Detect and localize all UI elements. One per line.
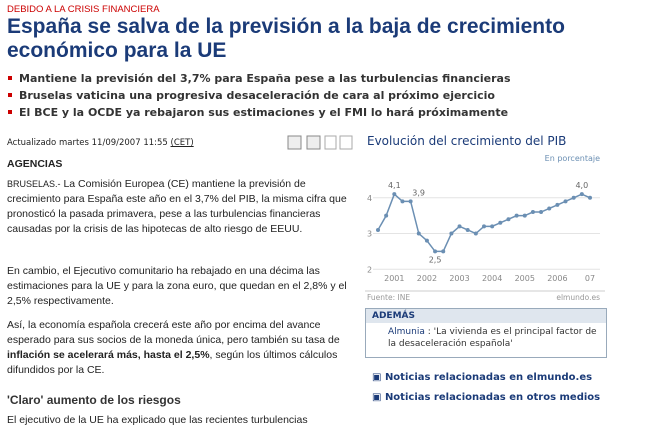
related-link[interactable]: ▣ Noticias relacionadas en elmundo.es	[372, 372, 593, 383]
data-point	[555, 202, 560, 207]
x-tick-label: 2002	[417, 274, 437, 283]
data-point	[457, 224, 462, 229]
x-tick-label: 2005	[515, 274, 535, 283]
data-point	[498, 220, 503, 225]
data-point	[514, 213, 519, 218]
data-point	[482, 224, 486, 229]
updated: Actualizado martes 11/09/2007 11:55	[7, 138, 168, 148]
text: Así, la economía española crecerá este a…	[7, 319, 340, 346]
bullet-text: Bruselas vaticina una progresiva desacel…	[19, 89, 495, 102]
bullet-text: El BCE y la OCDE ya rebajaron sus estima…	[19, 106, 509, 119]
x-tick-label: 2001	[384, 274, 404, 283]
data-point	[465, 227, 470, 232]
bullets: Mantiene la previsión del 3,7% para Espa…	[7, 70, 511, 121]
chart: Evolución del crecimiento del PIB En por…	[365, 135, 605, 302]
y-tick-label: 3	[367, 230, 372, 239]
data-point	[473, 231, 478, 236]
paragraph: El ejecutivo de la UE ha explicado que l…	[7, 414, 308, 426]
dateline: BRUSELAS.-	[7, 179, 61, 189]
mail-icon[interactable]	[306, 135, 321, 150]
toolbar	[287, 135, 353, 150]
data-point	[506, 217, 511, 222]
data-point	[449, 231, 454, 236]
paragraph: BRUSELAS.- La Comisión Europea (CE) mant…	[7, 177, 347, 237]
data-point	[384, 213, 389, 218]
text: , según los últimos cálculos difundidos …	[7, 349, 338, 376]
box-item[interactable]: Almunia : 'La vivienda es el principal f…	[366, 323, 606, 350]
chart-title: Evolución del crecimiento del PIB	[367, 135, 566, 148]
bullet: Mantiene la previsión del 3,7% para Espa…	[7, 70, 511, 87]
link-text: Noticias relacionadas en elmundo.es	[384, 372, 593, 383]
data-point	[392, 192, 397, 197]
data-point	[563, 199, 568, 204]
data-point	[588, 195, 592, 200]
data-point	[408, 199, 413, 204]
x-tick-label: 2003	[449, 274, 469, 283]
y-tick-label: 2	[367, 265, 372, 274]
timezone[interactable]: (CET)	[170, 138, 194, 148]
paragraph: En cambio, el Ejecutivo comunitario ha r…	[7, 265, 347, 307]
data-point	[400, 199, 405, 204]
source: AGENCIAS	[7, 158, 63, 170]
kicker: DEBIDO A LA CRISIS FINANCIERA	[7, 4, 160, 15]
value-label: 2,5	[429, 255, 442, 264]
value-label: 4,1	[388, 181, 401, 190]
value-label: 4,0	[575, 181, 588, 190]
x-tick-label: 07	[585, 274, 595, 283]
bullet: El BCE y la OCDE ya rebajaron sus estima…	[7, 104, 511, 121]
chart-subtitle: En porcentaje	[545, 154, 600, 163]
font-down[interactable]	[324, 135, 337, 150]
data-point	[522, 213, 527, 218]
data-point	[571, 195, 576, 200]
data-point	[441, 249, 446, 254]
data-point	[424, 238, 429, 243]
related-box: ADEMÁS Almunia : 'La vivienda es el prin…	[365, 308, 607, 358]
text: La Comisión Europea (CE) mantiene la pre…	[7, 178, 347, 235]
data-point	[530, 210, 535, 215]
font-up[interactable]	[339, 135, 353, 150]
y-tick-label: 4	[367, 194, 372, 203]
bullet: Bruselas vaticina una progresiva desacel…	[7, 87, 511, 104]
data-point	[376, 227, 380, 232]
value-label: 3,9	[412, 188, 425, 197]
related-link[interactable]: ▣ Noticias relacionadas en otros medios	[372, 392, 601, 403]
data-point	[579, 192, 584, 197]
item-quote: : 'La vivienda es el principal factor de…	[388, 327, 597, 349]
headline: España se salva de la previsión a la baj…	[7, 15, 565, 62]
print-icon[interactable]	[287, 135, 302, 150]
data-point	[433, 249, 438, 254]
timestamp: Actualizado martes 11/09/2007 11:55 (CET…	[7, 138, 194, 148]
paragraph: Así, la economía española crecerá este a…	[7, 318, 347, 378]
x-tick-label: 2004	[482, 274, 502, 283]
item-name: Almunia	[388, 327, 425, 337]
bold-text: inflación se acelerará más, hasta el 2,5…	[7, 349, 210, 361]
bullet-text: Mantiene la previsión del 3,7% para Espa…	[19, 72, 511, 85]
chart-credit: elmundo.es	[556, 293, 600, 302]
link-text: Noticias relacionadas en otros medios	[384, 392, 601, 403]
box-heading: ADEMÁS	[366, 309, 606, 323]
subheading: 'Claro' aumento de los riesgos	[7, 393, 181, 407]
data-point	[547, 206, 552, 211]
data-point	[539, 210, 544, 215]
chart-source: Fuente: INE	[367, 293, 410, 302]
data-point	[416, 231, 421, 236]
x-tick-label: 2006	[547, 274, 567, 283]
data-point	[490, 224, 495, 229]
